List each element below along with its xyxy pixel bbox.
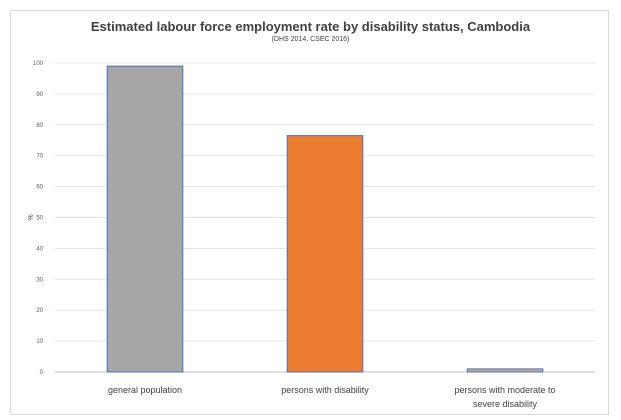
- y-tick-label: 80: [36, 123, 43, 129]
- y-tick-label: 20: [36, 308, 43, 314]
- chart-subtitle: (DHS 2014, CSEC 2016): [271, 36, 350, 43]
- category-label: severe disability: [473, 399, 538, 409]
- category-label: general population: [108, 385, 182, 395]
- y-tick-label: 10: [36, 339, 43, 345]
- y-tick-label: 30: [36, 277, 43, 283]
- bar-2: [286, 135, 364, 373]
- y-tick-label: 60: [36, 185, 43, 191]
- y-tick-label: 0: [40, 370, 44, 376]
- y-axis-label: %: [28, 214, 35, 220]
- y-tick-label: 70: [36, 154, 43, 160]
- chart-title: Estimated labour force employment rate b…: [90, 19, 531, 34]
- y-tick-label: 90: [36, 92, 43, 98]
- y-tick-label: 100: [33, 61, 44, 67]
- y-tick-label: 40: [36, 246, 43, 252]
- category-label: persons with disability: [281, 385, 369, 395]
- bar-1: [106, 65, 184, 373]
- category-label: persons with moderate to: [454, 385, 555, 395]
- bar-3: [466, 368, 544, 373]
- y-tick-label: 50: [36, 216, 43, 222]
